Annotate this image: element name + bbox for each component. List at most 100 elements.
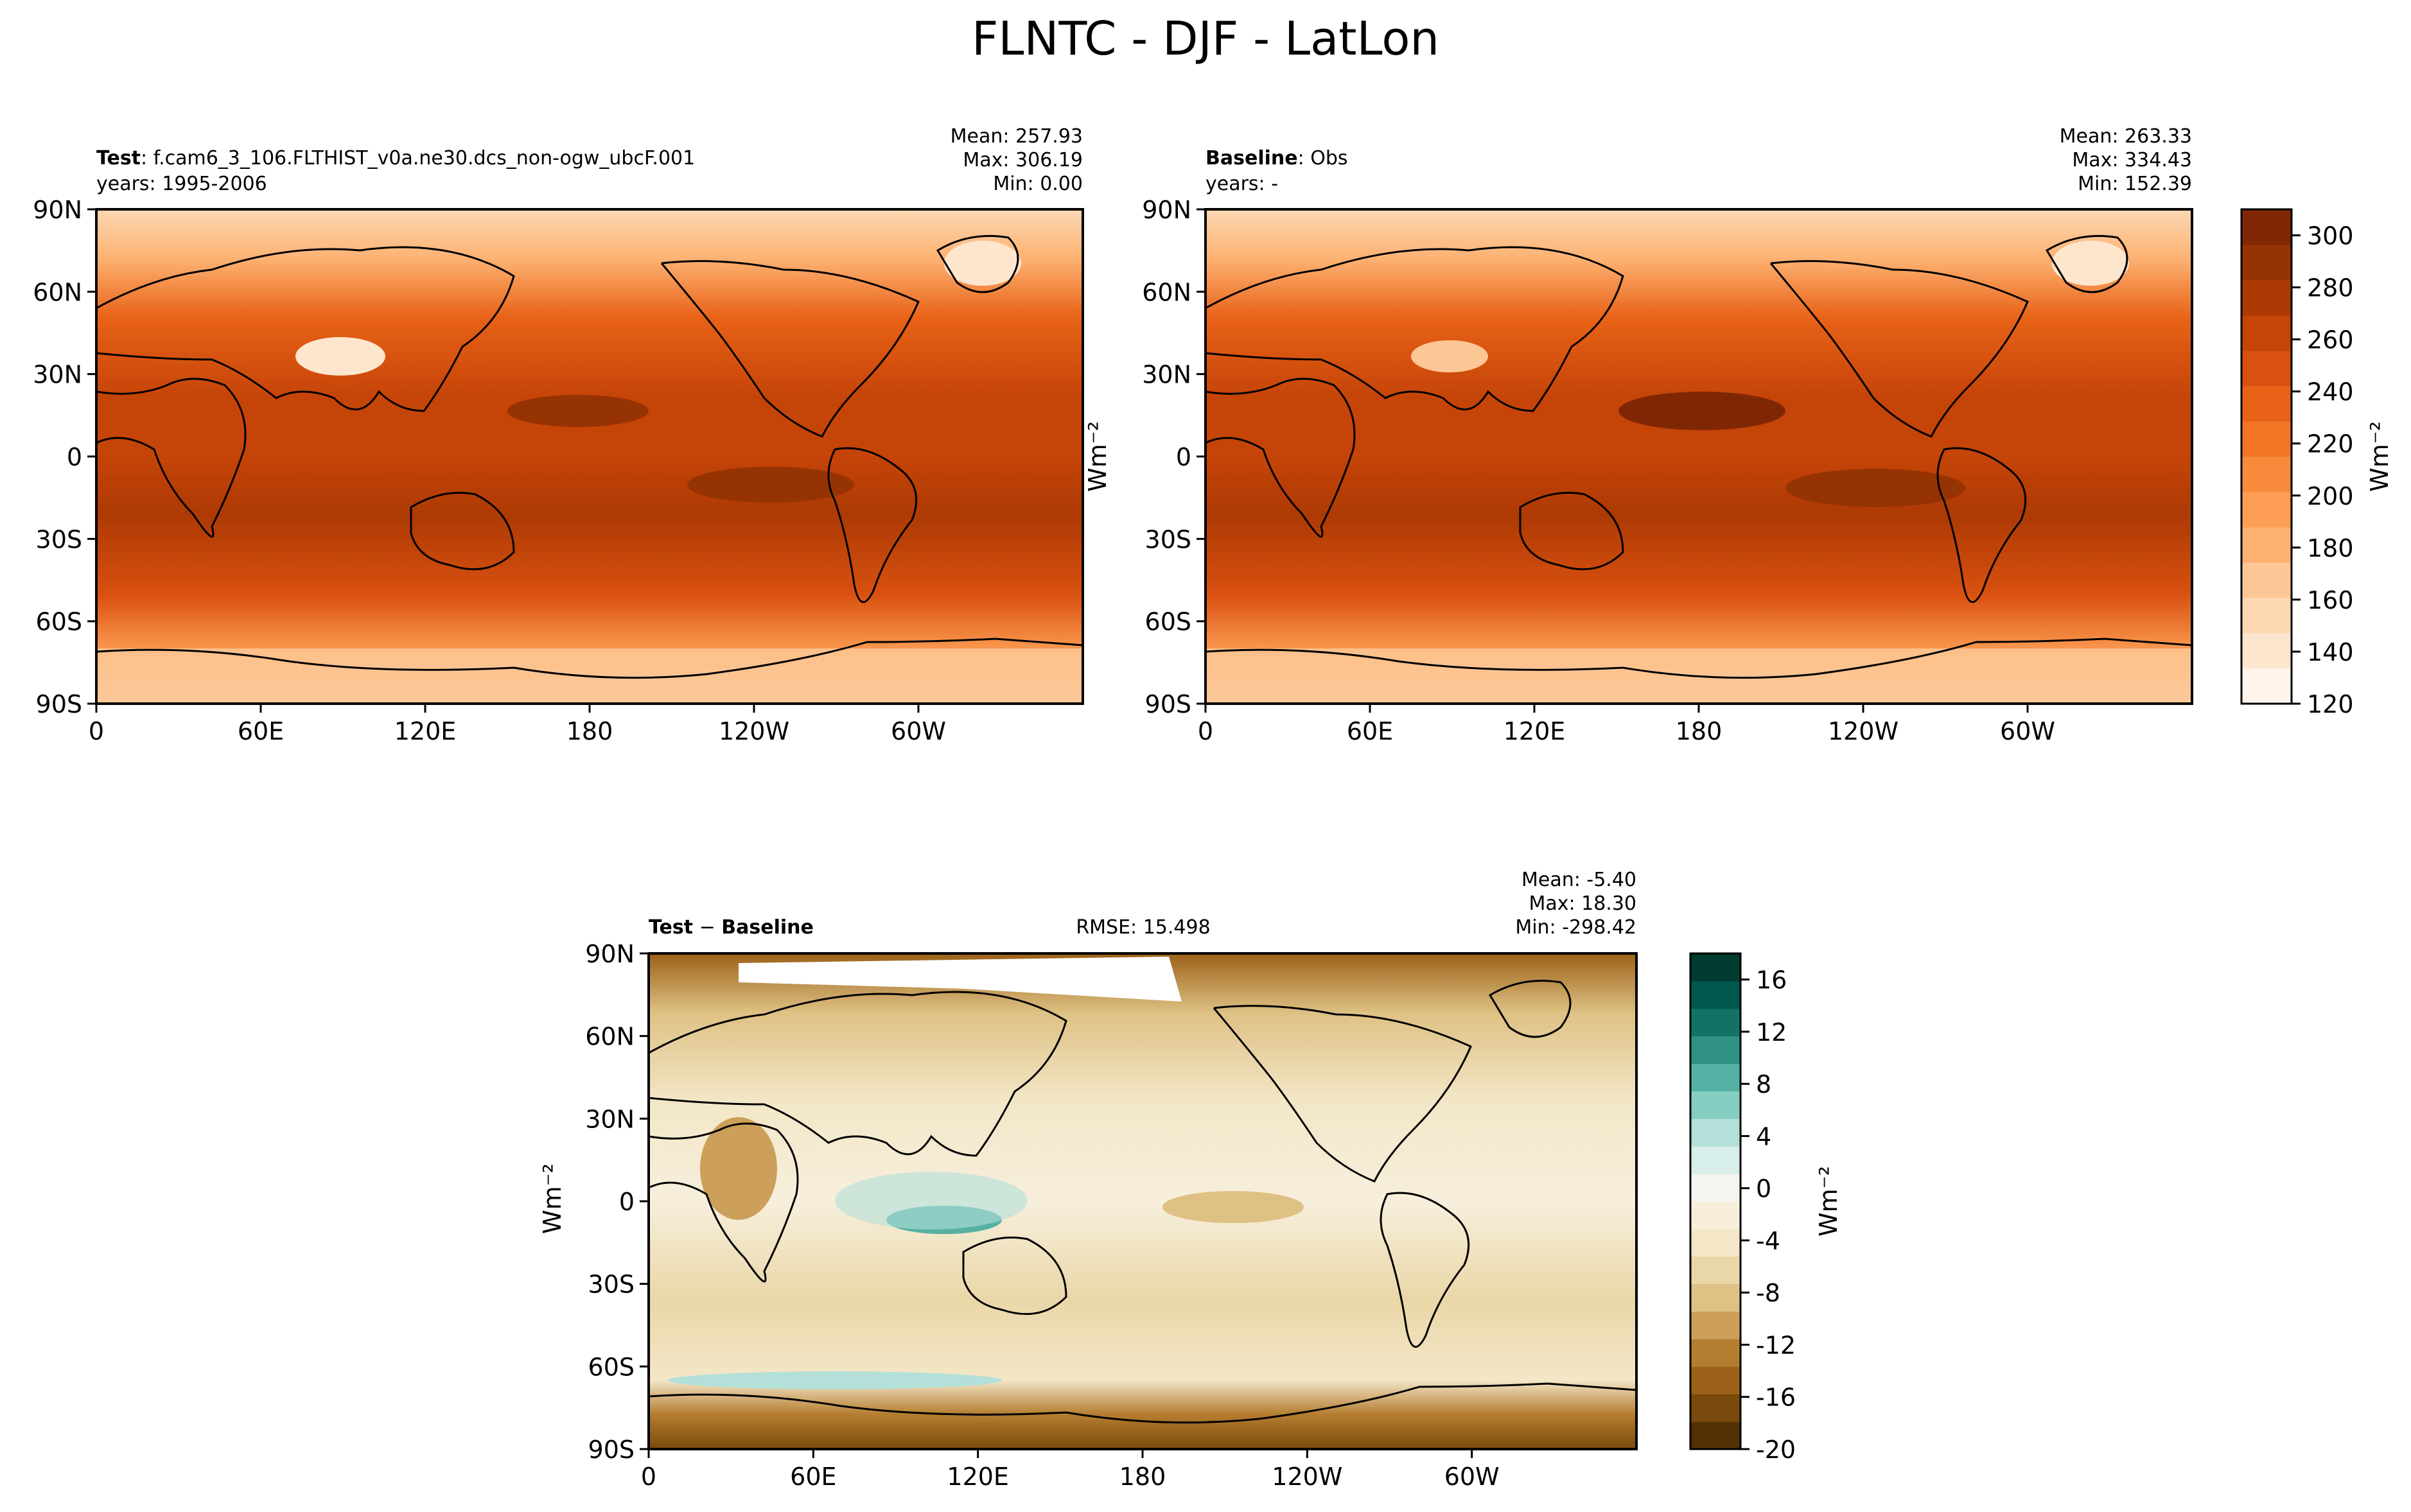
main-colorbar-swatch bbox=[2241, 492, 2292, 528]
main-colorbar-swatch bbox=[2241, 598, 2292, 634]
diff-stat-max: Max: 18.30 bbox=[1529, 892, 1636, 915]
baseline-ytick-label: 30S bbox=[1145, 525, 1191, 553]
baseline-ytick-label: 0 bbox=[1176, 443, 1191, 471]
test-ytick-label: 60S bbox=[36, 608, 82, 636]
diff-coast-greenland bbox=[1488, 980, 1572, 1038]
test-ytick-label: 30N bbox=[33, 361, 82, 389]
figure-title: FLNTC - DJF - LatLon bbox=[971, 12, 1439, 65]
diff-ytick-label: 30S bbox=[588, 1271, 635, 1299]
diff-stat-min: Min: -298.42 bbox=[1515, 916, 1636, 939]
baseline-coast-antarctica bbox=[1206, 638, 2192, 679]
baseline-years: years: - bbox=[1206, 173, 1279, 195]
main-colorbar-swatch bbox=[2241, 668, 2292, 704]
test-ytick-label: 30S bbox=[36, 525, 82, 553]
main-colorbar-swatch bbox=[2241, 209, 2292, 245]
main-colorbar-tick-label: 240 bbox=[2307, 378, 2354, 406]
main-colorbar-tick-label: 120 bbox=[2307, 690, 2354, 718]
test-xtick-label: 0 bbox=[89, 717, 104, 745]
baseline-map bbox=[1206, 209, 2192, 704]
diff-xtick-label: 0 bbox=[641, 1463, 656, 1491]
baseline-label-sep: : bbox=[1297, 147, 1311, 169]
main-colorbar-swatch bbox=[2241, 421, 2292, 457]
test-coast-samerica bbox=[827, 447, 918, 604]
diff-colorbar-tick-label: -12 bbox=[1756, 1331, 1796, 1359]
main-colorbar-swatch bbox=[2241, 527, 2292, 563]
diff-ytick-label: 60S bbox=[588, 1353, 635, 1381]
diff-colorbar-tick-label: 4 bbox=[1756, 1122, 1771, 1151]
main-colorbar-swatch bbox=[2241, 351, 2292, 387]
diff-ytick-label: 0 bbox=[619, 1188, 635, 1216]
baseline-ytick-label: 90N bbox=[1142, 196, 1191, 224]
diff-ytick-label: 60N bbox=[585, 1023, 635, 1051]
baseline-ytick-label: 60S bbox=[1145, 608, 1191, 636]
main-colorbar-tick-label: 180 bbox=[2307, 534, 2354, 562]
main-colorbar-swatch bbox=[2241, 633, 2292, 669]
diff-colorbar-swatch bbox=[1690, 1091, 1740, 1119]
main-colorbar-tick-label: 160 bbox=[2307, 586, 2354, 614]
baseline-ylabel: Wm⁻² bbox=[1083, 421, 1112, 492]
main-colorbar-frame bbox=[2240, 208, 2293, 705]
diff-colorbar-swatch bbox=[1690, 1174, 1740, 1202]
diff-xtick-label: 180 bbox=[1119, 1463, 1166, 1491]
diff-colorbar-swatch bbox=[1690, 1394, 1740, 1422]
test-ytick-label: 90N bbox=[33, 196, 82, 224]
main-colorbar-tick-label: 140 bbox=[2307, 638, 2354, 666]
test-tibet-low bbox=[295, 337, 385, 376]
baseline-stat-min: Min: 152.39 bbox=[2078, 173, 2192, 195]
diff-missing-arctic bbox=[739, 957, 1182, 1002]
test-coast-australia bbox=[410, 492, 515, 571]
diff-colorbar-tick-label: 16 bbox=[1756, 966, 1787, 995]
diff-rmse: RMSE: 15.498 bbox=[1076, 916, 1211, 939]
diff-xtick-label: 60W bbox=[1444, 1463, 1500, 1491]
baseline-field bbox=[1206, 209, 2192, 704]
baseline-stat-max: Max: 334.43 bbox=[2072, 149, 2192, 171]
test-ticks: 0 60E 120E 180 120W 60W 90N 60N 30N 0 30S 60S 90S bbox=[33, 196, 946, 745]
baseline-xtick-label: 0 bbox=[1198, 717, 1213, 745]
test-stat-min: Min: 0.00 bbox=[993, 173, 1083, 195]
diff-colorbar-swatch bbox=[1690, 1036, 1740, 1064]
diff-colorbar-swatch bbox=[1690, 1063, 1740, 1091]
diff-xtick-label: 120E bbox=[947, 1463, 1009, 1491]
diff-label-bold-a: Test bbox=[649, 916, 694, 939]
main-colorbar-swatch bbox=[2241, 562, 2292, 598]
diff-colorbar-frame bbox=[1689, 952, 1742, 1450]
main-colorbar-tick-label: 300 bbox=[2307, 222, 2354, 250]
baseline-coast-eurasia bbox=[1206, 246, 1624, 412]
test-coast-eurasia bbox=[96, 246, 515, 412]
diff-colorbar-tick-label: -8 bbox=[1756, 1279, 1780, 1307]
test-pacific-max-s bbox=[687, 467, 854, 503]
diff-colorbar-swatch bbox=[1690, 980, 1740, 1009]
baseline-pacific-max-s bbox=[1785, 469, 1965, 507]
baseline-ytick-label: 90S bbox=[1145, 690, 1191, 718]
baseline-ytick-label: 30N bbox=[1142, 361, 1191, 389]
diff-colorbar-swatch bbox=[1690, 1311, 1740, 1339]
main-colorbar-tick-label: 200 bbox=[2307, 482, 2354, 510]
test-xtick-label: 120W bbox=[719, 717, 789, 745]
diff-colorbar-tick-label: -16 bbox=[1756, 1384, 1796, 1412]
diff-colorbar-swatch bbox=[1690, 1283, 1740, 1312]
test-coast-namerica bbox=[660, 260, 920, 438]
diff-coast-antarctica bbox=[649, 1382, 1636, 1424]
test-stat-mean: Mean: 257.93 bbox=[950, 125, 1083, 148]
main-colorbar: 120 140 160 180 200 220 240 260 280 300 Wm⁻² bbox=[2240, 208, 2394, 718]
baseline-greenland-low bbox=[2052, 241, 2129, 286]
main-colorbar-tick-label: 280 bbox=[2307, 274, 2354, 302]
diff-africa-neg bbox=[700, 1117, 777, 1220]
diff-ticks: 0 60E 120E 180 120W 60W 90N 60N 30N 0 30S 60S 90S bbox=[585, 940, 1499, 1491]
test-ytick-label: 90S bbox=[36, 690, 82, 718]
main-colorbar-swatch bbox=[2241, 456, 2292, 492]
baseline-pacific-max-n bbox=[1618, 392, 1785, 430]
baseline-stat-mean: Mean: 263.33 bbox=[2059, 125, 2192, 148]
test-xtick-label: 120E bbox=[394, 717, 457, 745]
main-colorbar-swatch bbox=[2241, 315, 2292, 351]
main-colorbar-swatch bbox=[2241, 245, 2292, 281]
baseline-tibet-low bbox=[1411, 340, 1488, 372]
diff-colorbar-swatch bbox=[1690, 1201, 1740, 1230]
diff-stat-mean: Mean: -5.40 bbox=[1521, 869, 1636, 891]
diff-colorbar-swatch bbox=[1690, 1008, 1740, 1037]
diff-colorbar-swatch bbox=[1690, 1146, 1740, 1174]
baseline-xtick-label: 60E bbox=[1347, 717, 1393, 745]
baseline-label-bold: Baseline bbox=[1206, 147, 1298, 169]
diff-coast-africa bbox=[649, 1122, 799, 1283]
diff-colorbar-swatch bbox=[1690, 1228, 1740, 1257]
